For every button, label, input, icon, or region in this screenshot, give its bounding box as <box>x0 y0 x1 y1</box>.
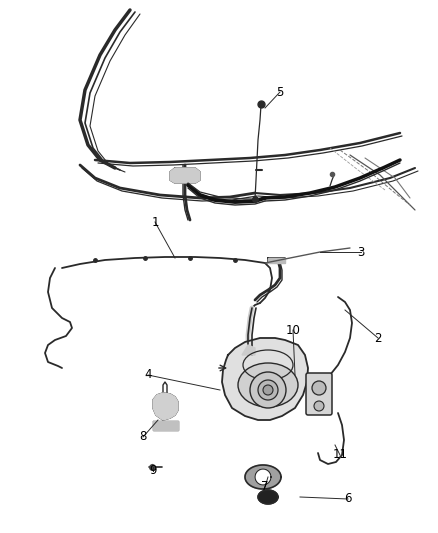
Polygon shape <box>222 338 308 420</box>
Circle shape <box>314 401 324 411</box>
Text: 6: 6 <box>344 492 352 505</box>
Text: 5: 5 <box>276 85 284 99</box>
Polygon shape <box>242 345 255 355</box>
Text: 10: 10 <box>286 324 300 336</box>
Circle shape <box>250 372 286 408</box>
Text: 3: 3 <box>357 246 365 259</box>
Text: 1: 1 <box>151 215 159 229</box>
Polygon shape <box>153 421 178 430</box>
Ellipse shape <box>238 363 298 407</box>
Polygon shape <box>258 490 278 504</box>
Text: 2: 2 <box>374 332 382 344</box>
FancyBboxPatch shape <box>306 373 332 415</box>
Polygon shape <box>170 168 200 183</box>
Polygon shape <box>153 393 178 420</box>
Polygon shape <box>245 465 281 489</box>
Polygon shape <box>268 258 285 263</box>
Text: 9: 9 <box>149 464 157 478</box>
Circle shape <box>258 380 278 400</box>
Circle shape <box>312 381 326 395</box>
Text: 4: 4 <box>144 368 152 382</box>
Text: 7: 7 <box>261 481 269 494</box>
Circle shape <box>263 385 273 395</box>
Text: 11: 11 <box>332 448 347 462</box>
Polygon shape <box>255 469 271 485</box>
Text: 8: 8 <box>139 431 147 443</box>
